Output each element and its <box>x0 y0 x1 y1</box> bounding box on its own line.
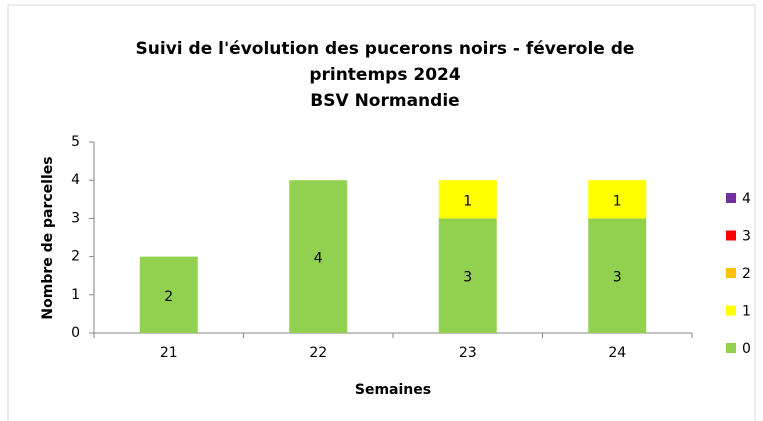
y-axis-label: Nombre de parcelles <box>40 156 56 319</box>
bar-segment <box>438 180 497 219</box>
data-label: 1 <box>463 193 472 209</box>
x-tick-label: 23 <box>459 345 477 361</box>
chart-title: Suivi de l'évolution des pucerons noirs … <box>135 39 635 85</box>
data-label: 3 <box>613 270 622 286</box>
legend-swatch <box>726 268 736 278</box>
y-tick-label: 4 <box>71 172 80 188</box>
data-label: 3 <box>463 270 472 286</box>
bar-segment <box>289 180 348 333</box>
y-tick-label: 3 <box>71 210 80 226</box>
bar-segment <box>438 218 497 333</box>
bar-segment <box>588 218 647 333</box>
x-tick-label: 24 <box>608 345 626 361</box>
y-tick-label: 1 <box>71 287 80 303</box>
legend-swatch <box>726 343 736 353</box>
data-label: 1 <box>613 193 622 209</box>
x-tick-label: 22 <box>309 345 327 361</box>
x-tick-label: 21 <box>160 345 178 361</box>
legend-swatch <box>726 230 736 241</box>
y-tick-label: 0 <box>71 325 80 341</box>
legend-label: 2 <box>742 266 751 282</box>
legend-swatch <box>726 193 736 203</box>
data-label: 2 <box>164 289 173 305</box>
data-label: 4 <box>314 251 323 267</box>
y-tick-label: 2 <box>71 249 80 265</box>
legend-swatch <box>726 305 736 316</box>
bar-segment <box>139 256 198 333</box>
legend-label: 0 <box>742 341 751 357</box>
bar-segment <box>588 180 647 219</box>
y-tick-label: 5 <box>71 134 80 150</box>
legend-label: 3 <box>742 229 751 245</box>
x-axis-label: Semaines <box>355 382 431 398</box>
chart-subtitle: BSV Normandie <box>310 91 460 111</box>
legend-label: 4 <box>742 191 751 207</box>
legend-label: 1 <box>742 304 751 320</box>
